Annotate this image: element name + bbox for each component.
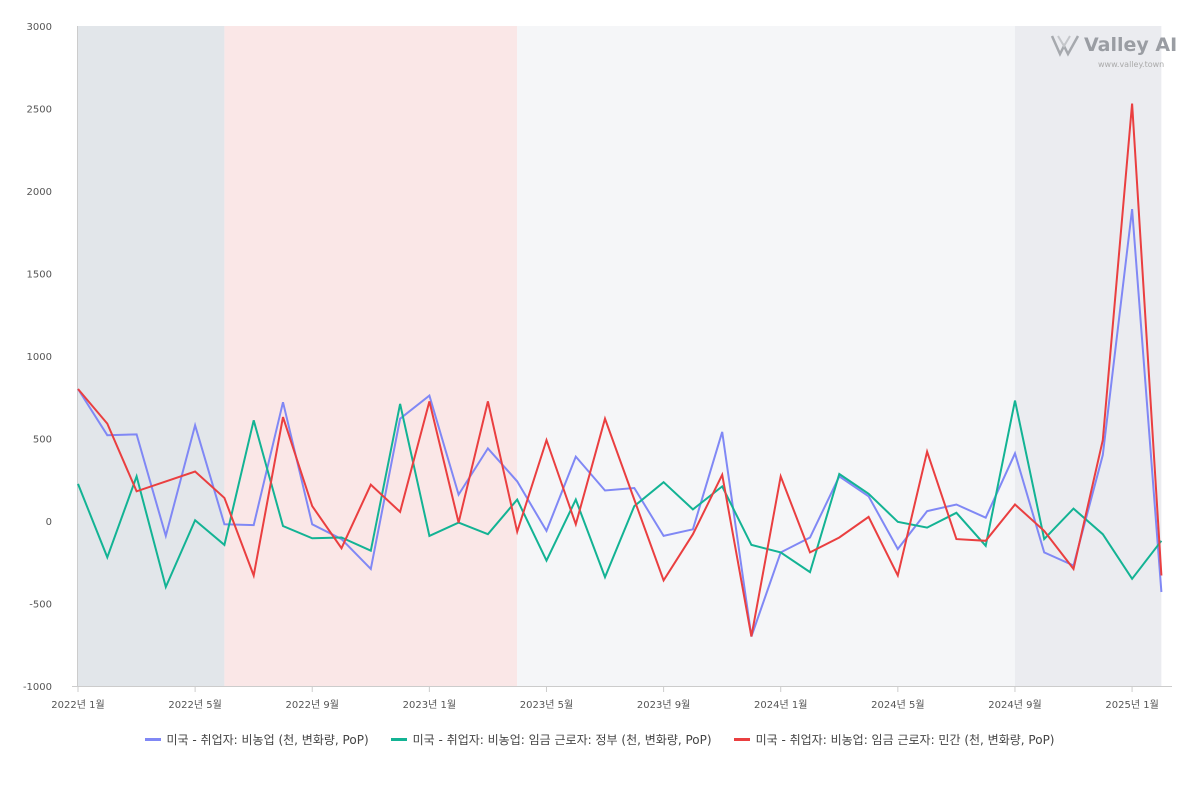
x-tick-label: 2025년 1월 xyxy=(1105,699,1158,711)
period-band xyxy=(224,26,518,686)
legend: 미국 - 취업자: 비농업 (천, 변화량, PoP) 미국 - 취업자: 비농… xyxy=(0,731,1199,748)
y-tick-label: 500 xyxy=(33,435,52,446)
y-tick-label: 2000 xyxy=(27,187,52,198)
x-tick-label: 2022년 9월 xyxy=(286,699,339,711)
x-tick-label: 2022년 1월 xyxy=(51,699,104,711)
legend-item-nonfarm[interactable]: 미국 - 취업자: 비농업 (천, 변화량, PoP) xyxy=(144,731,369,748)
y-tick-label: -500 xyxy=(29,600,52,611)
y-tick-label: 3000 xyxy=(27,22,52,33)
x-tick-label: 2024년 9월 xyxy=(988,699,1041,711)
x-tick-label: 2024년 1월 xyxy=(754,699,807,711)
series-lines xyxy=(77,103,1163,637)
x-tick-label: 2023년 1월 xyxy=(403,699,456,711)
legend-swatch xyxy=(390,738,407,741)
legend-item-private[interactable]: 미국 - 취업자: 비농업: 임금 근로자: 민간 (천, 변화량, PoP) xyxy=(733,731,1055,748)
legend-label: 미국 - 취업자: 비농업: 임금 근로자: 정부 (천, 변화량, PoP) xyxy=(412,733,712,747)
period-band xyxy=(517,26,1015,686)
x-tick-label: 2022년 5월 xyxy=(168,699,221,711)
watermark: Valley AI www.valley.town xyxy=(1050,32,1177,69)
period-band xyxy=(78,26,225,686)
series-line-private xyxy=(77,103,1163,637)
x-tick-label: 2023년 5월 xyxy=(520,699,573,711)
y-tick-label: 0 xyxy=(46,517,52,528)
shaded-periods xyxy=(78,26,1162,686)
x-axis: 2022년 1월 2022년 5월 2022년 9월 2023년 1월 2023년 5월… xyxy=(51,686,1172,711)
x-tick-label: 2023년 9월 xyxy=(637,699,690,711)
legend-label: 미국 - 취업자: 비농업 (천, 변화량, PoP) xyxy=(166,733,369,747)
legend-label: 미국 - 취업자: 비농업: 임금 근로자: 민간 (천, 변화량, PoP) xyxy=(755,733,1055,747)
y-axis: -1000 -500 0 500 1000 1500 2000 2500 3000 xyxy=(23,22,78,693)
series-line-nonfarm xyxy=(77,208,1163,637)
legend-swatch xyxy=(144,738,161,741)
y-tick-label: 1000 xyxy=(27,352,52,363)
y-tick-label: -1000 xyxy=(23,682,52,693)
y-tick-label: 1500 xyxy=(27,270,52,281)
watermark-url: www.valley.town xyxy=(1098,60,1165,69)
legend-item-government[interactable]: 미국 - 취업자: 비농업: 임금 근로자: 정부 (천, 변화량, PoP) xyxy=(390,731,712,748)
legend-swatch xyxy=(733,738,750,741)
period-band xyxy=(1014,26,1162,686)
y-tick-label: 2500 xyxy=(27,105,52,116)
valley-logo-icon xyxy=(1050,35,1080,57)
watermark-name: Valley AI xyxy=(1084,34,1178,56)
x-tick-label: 2024년 5월 xyxy=(871,699,924,711)
